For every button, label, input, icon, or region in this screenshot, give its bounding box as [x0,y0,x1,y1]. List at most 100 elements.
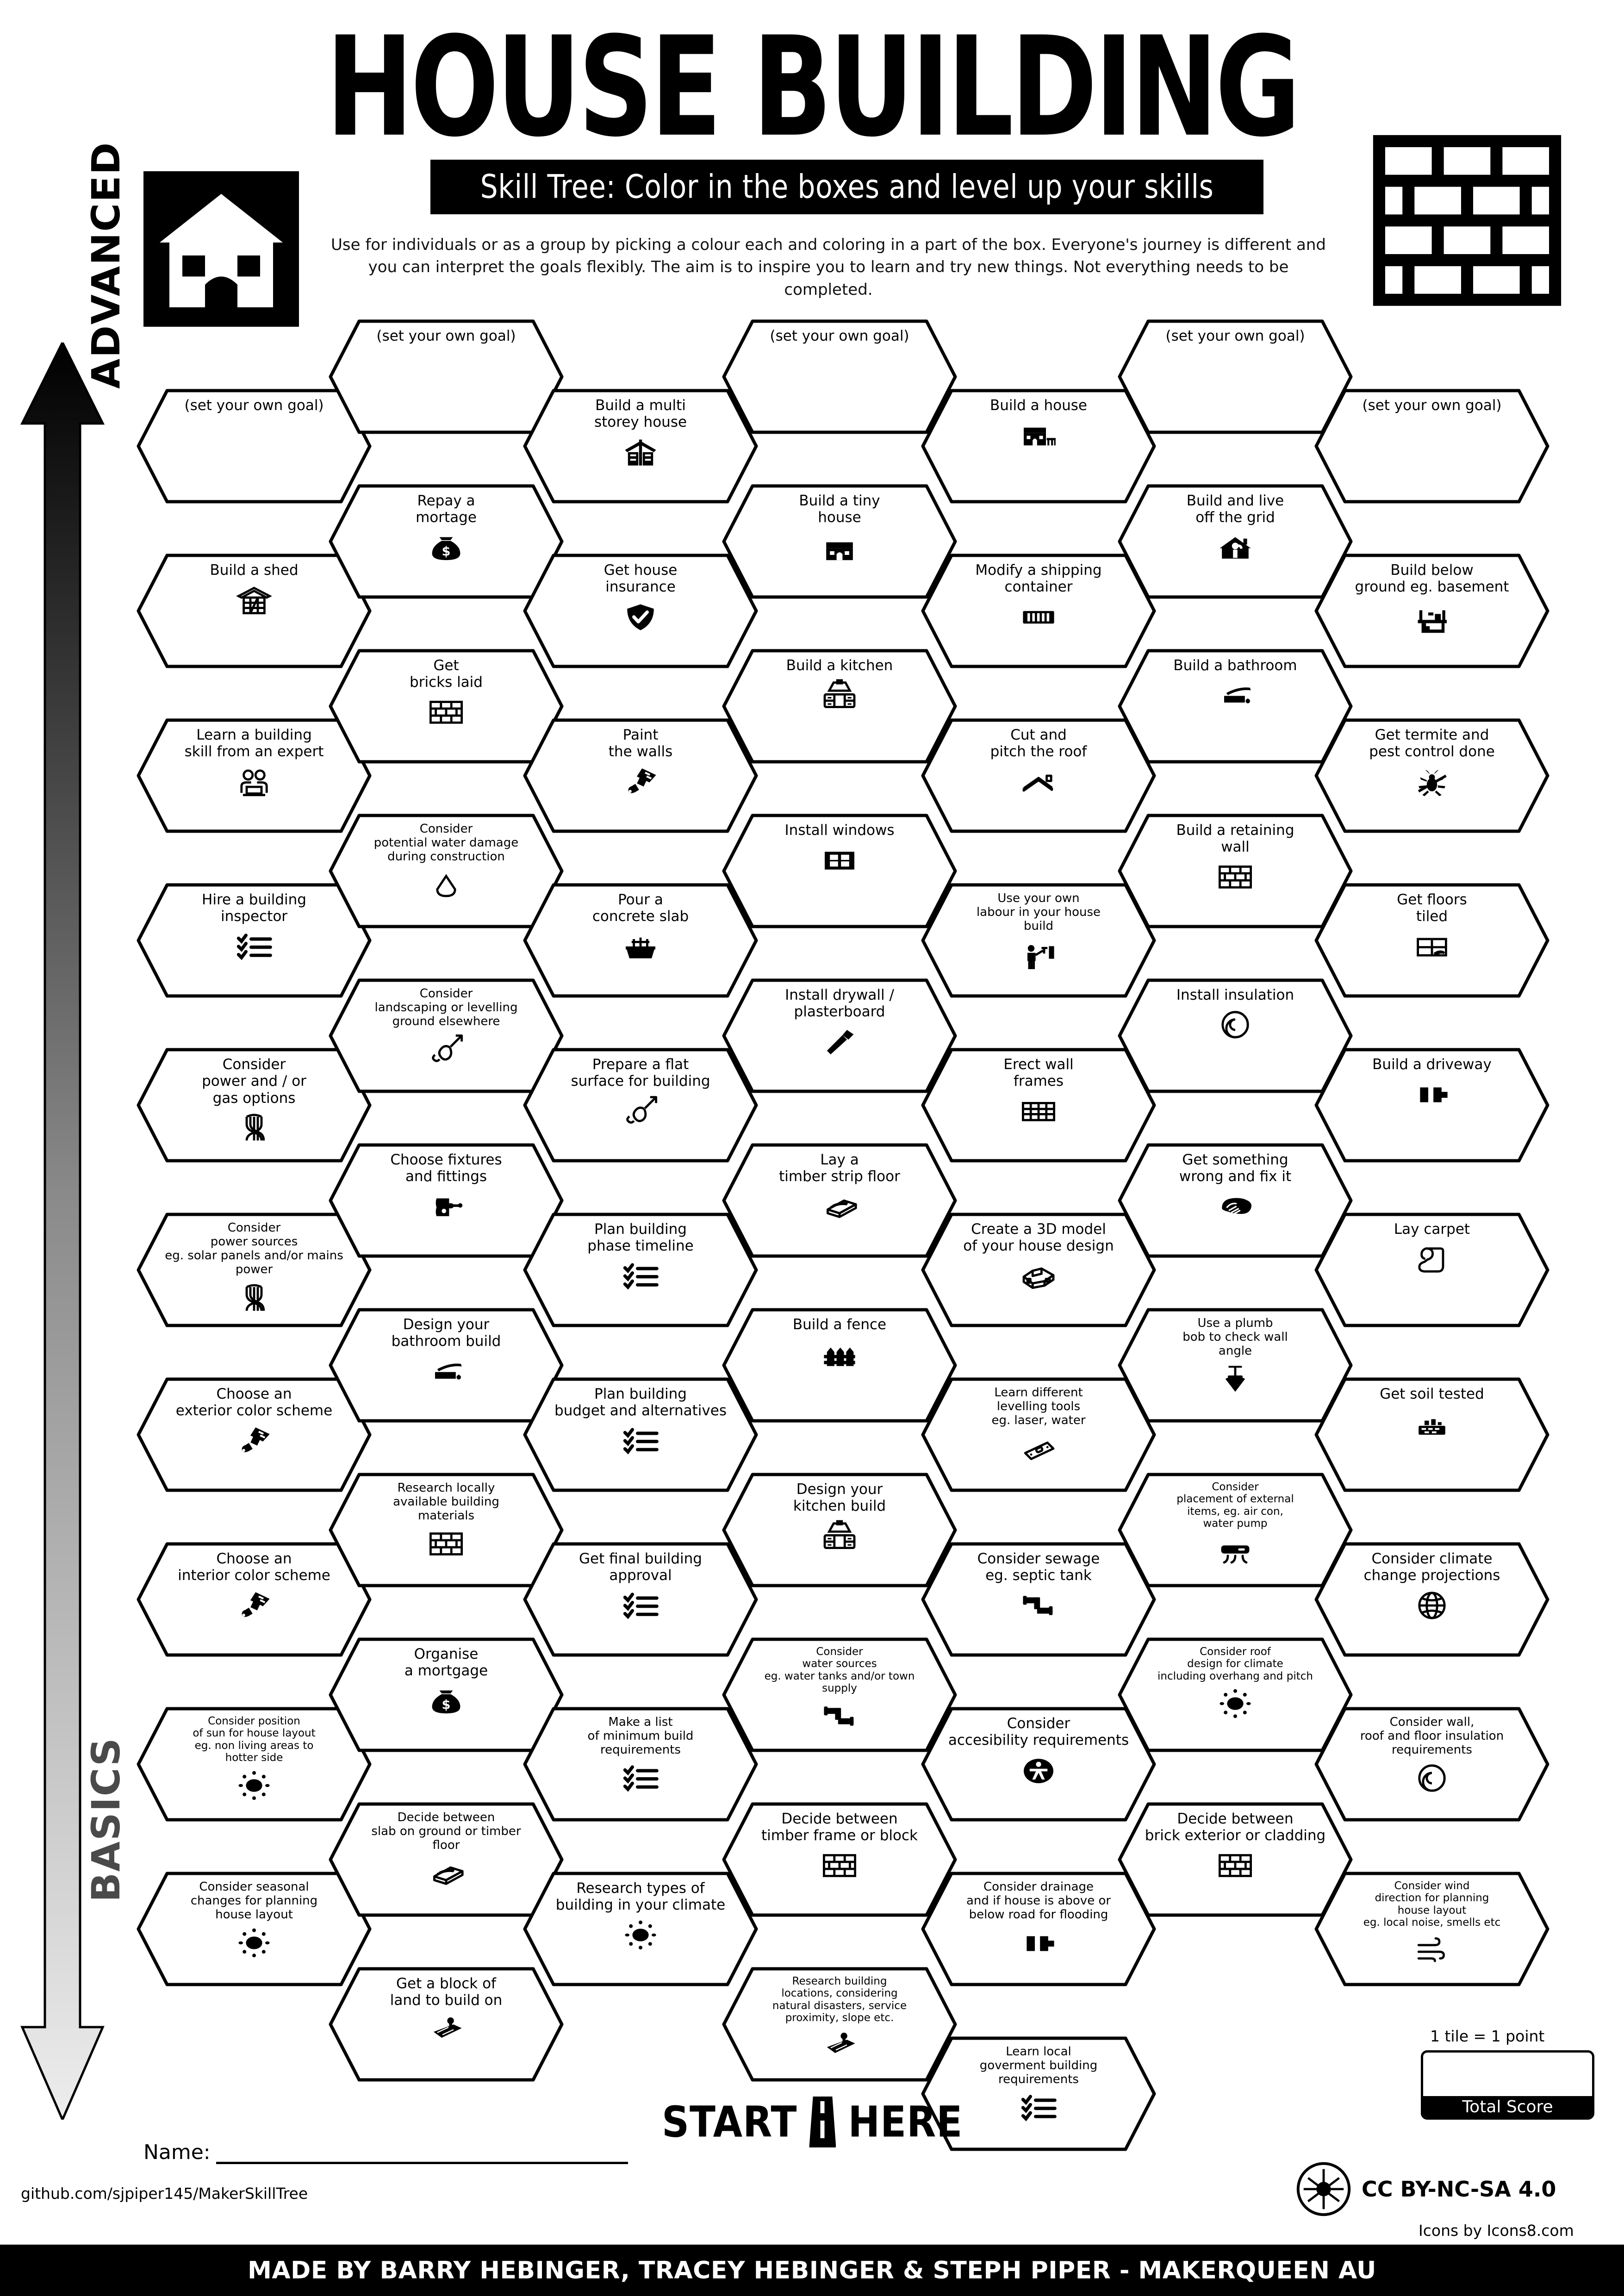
soil-icon [1412,1405,1452,1442]
skill-hex-tile[interactable]: Consider landscaping or levelling ground… [329,978,564,1093]
subtitle-text: Skill Tree: Color in the boxes and level… [480,168,1214,206]
skill-hex-tile[interactable]: Get a block of land to build on [329,1967,564,2082]
skill-hex-tile[interactable]: Consider drainage and if house is above … [921,1872,1156,1986]
bricks-icon [1215,859,1255,896]
skill-hex-tile[interactable]: Build a retaining wall [1118,814,1353,928]
skill-hex-tile[interactable]: Install windows [722,814,957,928]
skill-tile-label: Prepare a flat surface for building [571,1056,710,1090]
name-field[interactable]: Name: [143,2140,628,2164]
skill-tile-label: Consider accesibility requirements [948,1715,1129,1749]
skill-hex-tile[interactable]: Install drywall / plasterboard [722,978,957,1093]
skill-hex-tile[interactable]: Get soil tested [1314,1377,1549,1492]
skill-hex-tile[interactable]: Consider power and / or gas options [137,1048,372,1163]
skill-hex-tile[interactable]: Decide between brick exterior or claddin… [1118,1802,1353,1917]
skill-hex-tile[interactable]: Plan building phase timeline [523,1213,758,1327]
start-here-marker: START HERE [662,2097,963,2147]
skill-hex-tile[interactable]: (set your own goal) [329,319,564,434]
license-block: CC BY-NC-SA 4.0 [1296,2161,1556,2217]
skill-tile-label: (set your own goal) [376,328,516,344]
skill-hex-tile[interactable]: Install insulation [1118,978,1353,1093]
skill-hex-tile[interactable]: Build a kitchen [722,649,957,764]
globe-icon [1412,1587,1452,1624]
github-url[interactable]: github.com/sjpiper145/MakerSkillTree [21,2184,308,2203]
skill-hex-tile[interactable]: Create a 3D model of your house design [921,1213,1156,1327]
skill-hex-tile[interactable]: Build a multi storey house [523,389,758,504]
skill-hex-tile[interactable]: Research types of building in your clima… [523,1872,758,1986]
skill-hex-tile[interactable]: Consider climate change projections [1314,1542,1549,1657]
skill-tile-label: Lay a timber strip floor [779,1151,900,1185]
skill-hex-tile[interactable]: Design your kitchen build [722,1473,957,1587]
skill-hex-tile[interactable]: Build below ground eg. basement [1314,554,1549,668]
skill-hex-tile[interactable]: Consider power sources eg. solar panels … [137,1213,372,1327]
skill-hex-tile[interactable]: Build a driveway [1314,1048,1549,1163]
checklist-icon [621,1587,660,1624]
skill-hex-tile[interactable]: Paint the walls [523,718,758,833]
skill-hex-tile[interactable]: Build a fence [722,1308,957,1423]
tap-icon [1215,677,1255,714]
difficulty-axis-arrow [19,340,106,2123]
checklist-icon [621,1760,660,1797]
trowel-icon [820,1023,859,1060]
skill-tile-label: Consider landscaping or levelling ground… [374,987,518,1029]
skill-hex-tile[interactable]: Learn a building skill from an expert [137,718,372,833]
skill-hex-tile[interactable]: Build a tiny house [722,484,957,599]
skill-hex-tile[interactable]: Build a shed [137,554,372,668]
skill-hex-tile[interactable]: Lay a timber strip floor [722,1143,957,1258]
skill-hex-tile[interactable]: Consider water sources eg. water tanks a… [722,1637,957,1752]
skill-hex-tile[interactable]: Get bricks laid [329,649,564,764]
skill-hex-tile[interactable]: Get house insurance [523,554,758,668]
skill-hex-tile[interactable]: Learn different levelling tools eg. lase… [921,1377,1156,1492]
house-3d-icon [1019,1257,1058,1294]
skill-hex-tile[interactable]: Get termite and pest control done [1314,718,1549,833]
skill-tile-label: Learn local goverment building requireme… [979,2045,1098,2087]
skill-hex-tile[interactable]: Choose fixtures and fittings [329,1143,564,1258]
skill-hex-tile[interactable]: Get final building approval [523,1542,758,1657]
sun-icon [234,1924,274,1961]
skill-hex-tile[interactable]: Consider placement of external items, eg… [1118,1473,1353,1587]
house-logo-icon [140,168,302,330]
skill-tile-label: Build below ground eg. basement [1355,562,1509,596]
skill-hex-tile[interactable]: (set your own goal) [1118,319,1353,434]
skill-hex-tile[interactable]: Consider potential water damage during c… [329,814,564,928]
checklist-icon [621,1422,660,1459]
skill-tile-label: Plan building phase timeline [587,1221,694,1255]
skill-tile-label: Consider wall, roof and floor insulation… [1360,1715,1504,1757]
total-score-box[interactable]: Total Score [1421,2050,1594,2120]
skill-tile-label: Consider position of sun for house layou… [193,1715,316,1764]
skill-hex-tile[interactable]: Design your bathroom build [329,1308,564,1423]
skill-hex-tile[interactable]: (set your own goal) [722,319,957,434]
skill-hex-tile[interactable]: Get floors tiled [1314,883,1549,998]
pest-control-icon [1412,763,1452,800]
skill-hex-tile[interactable]: Learn local goverment building requireme… [921,2036,1156,2151]
skill-tile-label: Get soil tested [1380,1386,1484,1402]
skill-hex-tile[interactable]: Erect wall frames [921,1048,1156,1163]
skill-hex-tile[interactable]: Prepare a flat surface for building [523,1048,758,1163]
skill-hex-tile[interactable]: Consider wind direction for planning hou… [1314,1872,1549,1986]
drainage-icon [1019,1924,1058,1961]
skill-hex-tile[interactable]: Decide between timber frame or block [722,1802,957,1917]
skill-tile-label: Build a tiny house [799,492,880,526]
skill-hex-tile[interactable]: Plan building budget and alternatives [523,1377,758,1492]
skill-hex-tile[interactable]: (set your own goal) [1314,389,1549,504]
skill-hex-tile[interactable]: Build a bathroom [1118,649,1353,764]
skill-hex-tile[interactable]: Lay carpet [1314,1213,1549,1327]
skill-hex-tile[interactable]: Get something wrong and fix it [1118,1143,1353,1258]
skill-tile-label: Install windows [784,822,895,839]
skill-tile-label: Research locally available building mate… [393,1481,499,1523]
kitchen-icon [820,1518,859,1555]
skill-hex-tile[interactable]: Consider sewage eg. septic tank [921,1542,1156,1657]
money-bag-icon: $ [426,1682,466,1719]
skill-tile-label: Build a driveway [1372,1056,1492,1073]
skill-hex-tile[interactable]: Consider roof design for climate includi… [1118,1637,1353,1752]
skill-hex-tile[interactable]: Consider wall, roof and floor insulation… [1314,1707,1549,1822]
house-fence-icon [1019,417,1058,454]
skill-tile-label: Get final building approval [579,1550,702,1584]
skill-hex-tile[interactable]: Research building locations, considering… [722,1967,957,2082]
name-input-rule[interactable] [216,2162,628,2164]
skill-hex-tile[interactable]: Make a list of minimum build requirement… [523,1707,758,1822]
skill-hex-tile[interactable]: Consider seasonal changes for planning h… [137,1872,372,1986]
skill-tile-label: Build a kitchen [786,657,893,674]
skill-hex-tile[interactable]: Pour a concrete slab [523,883,758,998]
skill-tile-label: Plan building budget and alternatives [554,1386,727,1419]
skill-hex-tile[interactable]: Use your own labour in your house build [921,883,1156,998]
